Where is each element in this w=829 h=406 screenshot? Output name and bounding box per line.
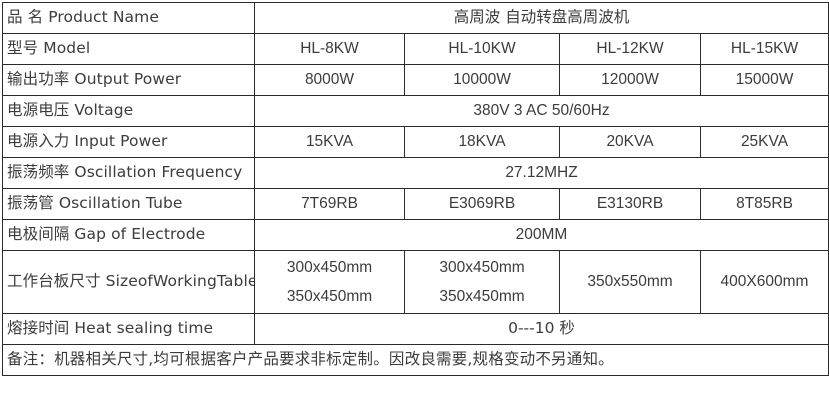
output-power-value-col2: 10000W bbox=[404, 64, 560, 96]
output-power-value-col1: 8000W bbox=[254, 64, 405, 96]
row-label-output-power: 输出功率 Output Power bbox=[2, 64, 255, 96]
table-row-oscillation-frequency: 振荡频率 Oscillation Frequency 27.12MHZ bbox=[2, 157, 829, 189]
oscillation-tube-value-col1: 7T69RB bbox=[254, 188, 405, 220]
table-row-voltage: 电源电压 Voltage 380V 3 AC 50/60Hz bbox=[2, 95, 829, 127]
row-value-heat-sealing-time: 0---10 秒 bbox=[254, 313, 829, 345]
oscillation-tube-value-col4: 8T85RB bbox=[700, 188, 829, 220]
working-table-size-col1: 300x450mm 350x450mm bbox=[254, 250, 405, 314]
working-table-size-col3: 350x550mm bbox=[559, 250, 701, 314]
model-value-col4: HL-15KW bbox=[700, 33, 829, 65]
oscillation-tube-value-col2: E3069RB bbox=[404, 188, 560, 220]
input-power-value-col3: 20KVA bbox=[559, 126, 701, 158]
input-power-value-col4: 25KVA bbox=[700, 126, 829, 158]
footer-note: 备注：机器相关尺寸,均可根据客户产品要求非标定制。因改良需要,规格变动不另通知。 bbox=[2, 344, 829, 376]
row-label-oscillation-frequency: 振荡频率 Oscillation Frequency bbox=[2, 157, 255, 189]
input-power-value-col2: 18KVA bbox=[404, 126, 560, 158]
table-row-heat-sealing-time: 熔接时间 Heat sealing time 0---10 秒 bbox=[2, 313, 829, 345]
table-row-gap-of-electrode: 电极间隔 Gap of Electrode 200MM bbox=[2, 219, 829, 251]
row-value-product-name: 高周波 自动转盘高周波机 bbox=[254, 2, 829, 34]
row-label-heat-sealing-time: 熔接时间 Heat sealing time bbox=[2, 313, 255, 345]
specification-table: 品 名 Product Name 高周波 自动转盘高周波机 型号 Model H… bbox=[2, 2, 829, 376]
oscillation-tube-value-col3: E3130RB bbox=[559, 188, 701, 220]
row-label-oscillation-tube: 振荡管 Oscillation Tube bbox=[2, 188, 255, 220]
row-value-voltage: 380V 3 AC 50/60Hz bbox=[254, 95, 829, 127]
model-value-col2: HL-10KW bbox=[404, 33, 560, 65]
working-table-size-col1-stack: 300x450mm 350x450mm bbox=[259, 252, 400, 313]
row-label-input-power: 电源入力 Input Power bbox=[2, 126, 255, 158]
row-value-gap-of-electrode: 200MM bbox=[254, 219, 829, 251]
model-value-col1: HL-8KW bbox=[254, 33, 405, 65]
working-table-size-col1-line1: 300x450mm bbox=[286, 258, 373, 276]
table-row-input-power: 电源入力 Input Power 15KVA 18KVA 20KVA 25KVA bbox=[2, 126, 829, 158]
table-row-output-power: 输出功率 Output Power 8000W 10000W 12000W 15… bbox=[2, 64, 829, 96]
table-row-model: 型号 Model HL-8KW HL-10KW HL-12KW HL-15KW bbox=[2, 33, 829, 65]
table-row-note: 备注：机器相关尺寸,均可根据客户产品要求非标定制。因改良需要,规格变动不另通知。 bbox=[2, 344, 829, 376]
table-row-working-table-size: 工作台板尺寸 SizeofWorkingTable 300x450mm 350x… bbox=[2, 250, 829, 314]
working-table-size-col2-line2: 350x450mm bbox=[439, 287, 525, 305]
output-power-value-col4: 15000W bbox=[700, 64, 829, 96]
input-power-value-col1: 15KVA bbox=[254, 126, 405, 158]
output-power-value-col3: 12000W bbox=[559, 64, 701, 96]
working-table-size-col2-stack: 300x450mm 350x450mm bbox=[409, 252, 555, 313]
working-table-size-col2-line1: 300x450mm bbox=[439, 258, 525, 276]
working-table-size-col2: 300x450mm 350x450mm bbox=[404, 250, 560, 314]
row-value-oscillation-frequency: 27.12MHZ bbox=[254, 157, 829, 189]
table-row-oscillation-tube: 振荡管 Oscillation Tube 7T69RB E3069RB E313… bbox=[2, 188, 829, 220]
working-table-size-col4: 400X600mm bbox=[700, 250, 829, 314]
row-label-working-table-size: 工作台板尺寸 SizeofWorkingTable bbox=[2, 250, 255, 314]
table-row-product-name: 品 名 Product Name 高周波 自动转盘高周波机 bbox=[2, 2, 829, 34]
row-label-product-name: 品 名 Product Name bbox=[2, 2, 255, 34]
working-table-size-col1-line2: 350x450mm bbox=[286, 287, 373, 305]
row-label-voltage: 电源电压 Voltage bbox=[2, 95, 255, 127]
row-label-model: 型号 Model bbox=[2, 33, 255, 65]
row-label-gap-of-electrode: 电极间隔 Gap of Electrode bbox=[2, 219, 255, 251]
model-value-col3: HL-12KW bbox=[559, 33, 701, 65]
